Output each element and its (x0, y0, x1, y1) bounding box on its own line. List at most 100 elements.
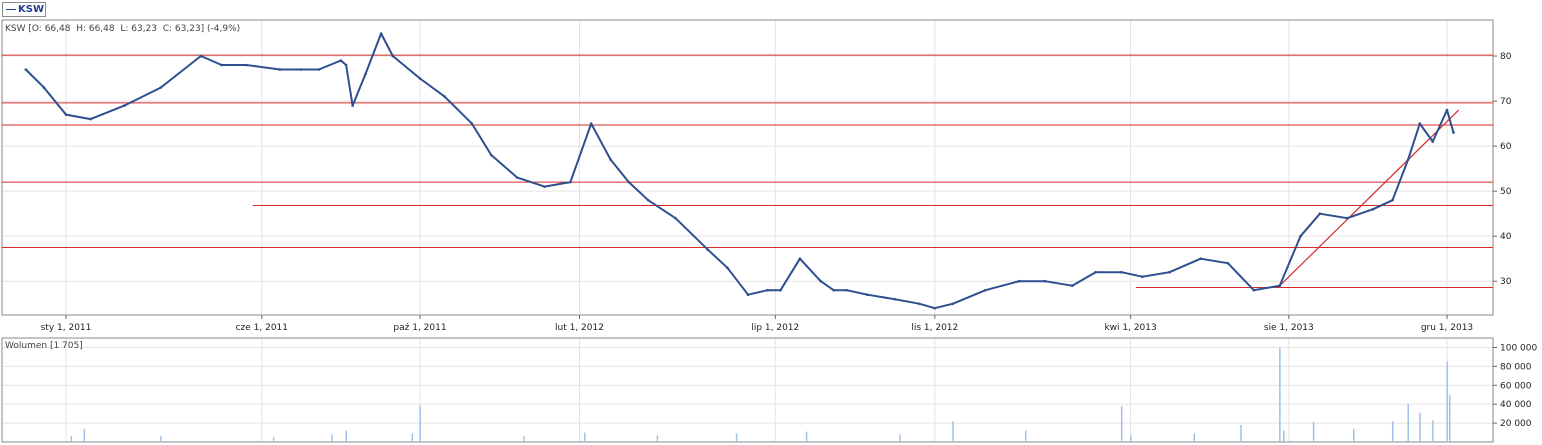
price-y-axis-ticks: 30 40 50 60 70 80 (1493, 52, 1512, 287)
price-point (917, 302, 921, 306)
price-point (674, 216, 677, 220)
price-point (418, 77, 422, 80)
volume-bar (1448, 394, 1451, 442)
volume-bar (1419, 412, 1421, 442)
x-tick-label: kwi 1, 2013 (1104, 323, 1156, 333)
y-tick-label: 40 (1500, 232, 1512, 242)
x-tick-label: sie 1, 2013 (1264, 323, 1314, 333)
y-tick-label: 30 (1500, 277, 1512, 287)
price-point (159, 86, 162, 89)
price-point (569, 180, 572, 184)
price-point (1094, 270, 1097, 274)
price-point (344, 63, 348, 67)
volume-bar (70, 436, 73, 442)
price-point (490, 153, 493, 157)
price-point (123, 104, 126, 107)
price-point (798, 257, 802, 261)
price-point (278, 68, 282, 71)
volume-bar (1446, 361, 1448, 442)
price-point (89, 117, 92, 121)
legend-ticker: KSW (18, 4, 44, 15)
volume-bar (952, 421, 954, 442)
volume-bar (1432, 420, 1434, 442)
price-point (1445, 108, 1449, 112)
price-line (25, 32, 1455, 310)
price-point (364, 72, 367, 76)
x-tick-label: lip 1, 2012 (751, 323, 799, 333)
volume-y-tick-label: 100 000 (1500, 343, 1537, 353)
price-point (1017, 279, 1021, 283)
volume-bar (1024, 430, 1027, 442)
volume-y-axis-ticks: 20 000 40 000 60 000 80 000 100 000 (1493, 343, 1537, 429)
volume-bar (331, 434, 333, 442)
price-point (819, 279, 822, 283)
price-point (1168, 270, 1171, 274)
volume-y-tick-label: 40 000 (1500, 400, 1532, 410)
volume-bar (656, 435, 659, 442)
volume-bar (1407, 404, 1409, 442)
ohlc-info: KSW [O: 66,48 H: 66,48 L: 63,23 C: 63,23… (5, 24, 241, 34)
price-point (470, 122, 474, 125)
price-point (1252, 288, 1256, 292)
volume-y-tick-label: 20 000 (1500, 419, 1532, 429)
volume-bars (70, 347, 1451, 442)
price-point (1431, 140, 1435, 143)
price-point (933, 306, 937, 310)
volume-bar (899, 434, 901, 442)
x-tick-label: lut 1, 2012 (555, 323, 604, 333)
price-point (726, 266, 729, 270)
price-point (1278, 284, 1282, 288)
price-point (845, 288, 848, 292)
volume-y-tick-label: 60 000 (1500, 381, 1532, 391)
price-point (1140, 275, 1144, 279)
volume-bar (345, 430, 347, 442)
volume-bar (1353, 428, 1355, 442)
x-tick-label: lis 1, 2012 (911, 323, 958, 333)
price-point (1043, 279, 1047, 283)
volume-bar (1130, 435, 1132, 442)
y-tick-label: 70 (1500, 97, 1512, 107)
volume-bar (1312, 422, 1315, 442)
volume-bar (419, 406, 421, 442)
price-point (1345, 216, 1349, 220)
y-tick-label: 50 (1500, 187, 1512, 197)
price-point (1070, 284, 1074, 288)
volume-y-tick-label: 80 000 (1500, 362, 1532, 372)
price-point (1452, 131, 1455, 134)
x-tick-label: paź 1, 2011 (393, 323, 446, 333)
price-point (379, 32, 383, 35)
reference-lines (2, 54, 1493, 289)
price-point (317, 68, 321, 71)
volume-grid (2, 338, 1493, 442)
trend-line (1279, 109, 1460, 287)
price-point (64, 113, 68, 116)
volume-bar (805, 431, 808, 442)
volume-bar (160, 436, 162, 442)
price-point (1199, 257, 1202, 261)
y-tick-label: 60 (1500, 142, 1512, 152)
legend[interactable]: KSW (2, 2, 46, 17)
price-point (766, 288, 769, 292)
price-point (24, 68, 28, 71)
legend-line-swatch (6, 9, 16, 10)
x-axis-ticks: sty 1, 2011 cze 1, 2011 paź 1, 2011 lut 1, … (41, 315, 1473, 333)
volume-bar (1240, 424, 1242, 442)
volume-bar (411, 433, 414, 442)
price-point (515, 176, 519, 179)
price-point (299, 68, 303, 71)
price-point (893, 297, 896, 301)
price-point (1226, 261, 1230, 265)
price-point (1391, 198, 1394, 202)
volume-bar (584, 432, 586, 442)
price-point (779, 288, 782, 292)
volume-bar (83, 428, 86, 442)
x-tick-label: sty 1, 2011 (41, 323, 92, 333)
price-point (984, 288, 987, 292)
price-panel-frame (1, 19, 1494, 316)
price-point (866, 293, 869, 297)
price-point (220, 63, 223, 67)
x-tick-label: cze 1, 2011 (236, 323, 288, 333)
price-point (746, 293, 750, 297)
price-point (951, 302, 955, 306)
